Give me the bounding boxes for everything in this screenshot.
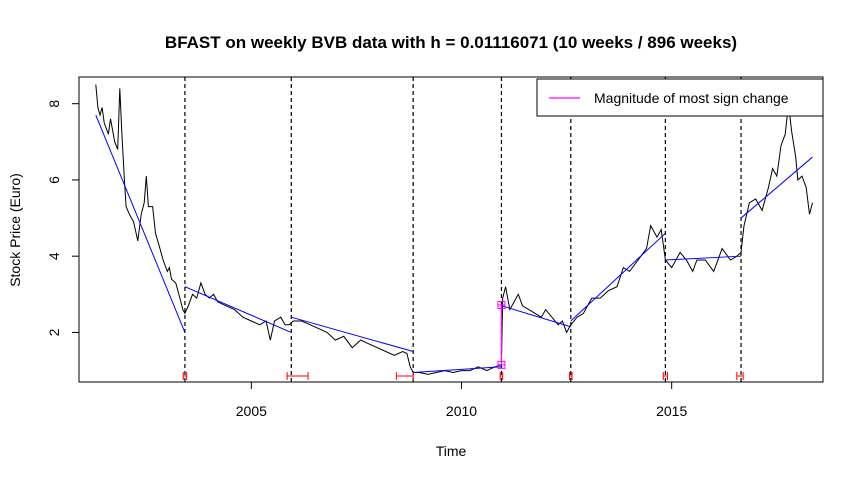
legend-label-magnitude: Magnitude of most sign change bbox=[594, 90, 789, 106]
trend-segment bbox=[740, 156, 813, 219]
trend-segment bbox=[95, 114, 186, 333]
trend-segment bbox=[291, 316, 414, 352]
plot-area: 2005 2010 2015 2 4 6 8 bbox=[46, 77, 813, 419]
x-tick-label: 2005 bbox=[236, 403, 267, 419]
y-tick-label: 6 bbox=[46, 176, 62, 184]
x-tick-label: 2010 bbox=[446, 403, 477, 419]
chart-title: BFAST on weekly BVB data with h = 0.0111… bbox=[165, 33, 737, 52]
legend-box bbox=[536, 78, 824, 117]
trend-segment bbox=[665, 255, 742, 261]
y-axis-label: Stock Price (Euro) bbox=[7, 173, 23, 287]
trend-segment bbox=[570, 232, 666, 322]
trend-segment bbox=[413, 366, 502, 373]
trend-segment bbox=[501, 305, 571, 328]
trend-segment bbox=[184, 286, 292, 333]
legend: Magnitude of most sign change bbox=[536, 78, 824, 117]
x-axis-label: Time bbox=[436, 443, 467, 459]
y-tick-label: 8 bbox=[46, 100, 62, 108]
x-tick-label: 2015 bbox=[656, 403, 687, 419]
y-tick-label: 2 bbox=[46, 328, 62, 336]
y-tick-label: 4 bbox=[46, 252, 62, 260]
plot-frame bbox=[78, 76, 824, 383]
price-series-line bbox=[95, 84, 813, 375]
